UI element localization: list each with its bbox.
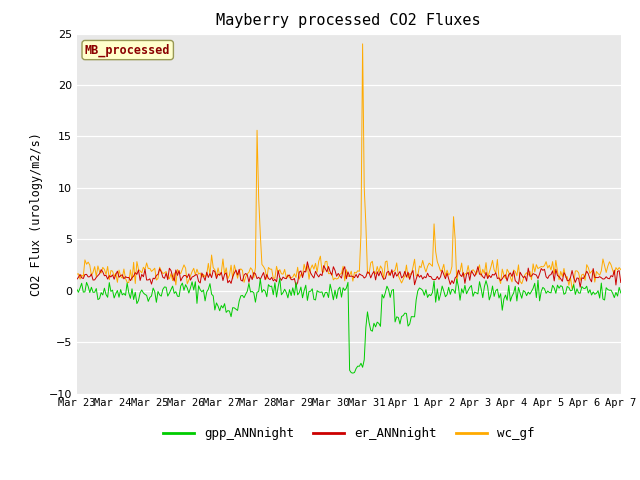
er_ANNnight: [520, 275, 527, 280]
gpp_ANNnight: [617, 290, 625, 296]
Y-axis label: CO2 Flux (urology/m2/s): CO2 Flux (urology/m2/s): [30, 132, 43, 296]
Line: gpp_ANNnight: gpp_ANNnight: [77, 278, 621, 373]
er_ANNnight: [577, 284, 584, 290]
er_ANNnight: [526, 273, 534, 279]
gpp_ANNnight: [276, 276, 284, 281]
wc_gf: [380, 276, 388, 282]
Text: MB_processed: MB_processed: [85, 43, 170, 57]
gpp_ANNnight: [527, 288, 535, 294]
Line: wc_gf: wc_gf: [77, 44, 621, 289]
wc_gf: [520, 276, 527, 282]
er_ANNnight: [73, 276, 81, 282]
wc_gf: [193, 266, 201, 272]
wc_gf: [359, 41, 367, 47]
gpp_ANNnight: [193, 300, 201, 306]
Line: er_ANNnight: er_ANNnight: [77, 262, 621, 287]
er_ANNnight: [236, 266, 243, 272]
gpp_ANNnight: [521, 289, 529, 295]
gpp_ANNnight: [73, 287, 81, 292]
gpp_ANNnight: [381, 290, 389, 296]
Title: Mayberry processed CO2 Fluxes: Mayberry processed CO2 Fluxes: [216, 13, 481, 28]
er_ANNnight: [303, 259, 311, 264]
wc_gf: [617, 267, 625, 273]
er_ANNnight: [79, 276, 87, 281]
er_ANNnight: [380, 276, 388, 282]
wc_gf: [73, 271, 81, 277]
wc_gf: [526, 268, 534, 274]
er_ANNnight: [617, 280, 625, 286]
wc_gf: [236, 268, 243, 274]
wc_gf: [568, 286, 576, 292]
gpp_ANNnight: [79, 289, 87, 295]
wc_gf: [79, 274, 87, 279]
er_ANNnight: [193, 272, 201, 277]
Legend: gpp_ANNnight, er_ANNnight, wc_gf: gpp_ANNnight, er_ANNnight, wc_gf: [158, 422, 540, 445]
gpp_ANNnight: [349, 370, 356, 376]
gpp_ANNnight: [236, 298, 243, 304]
